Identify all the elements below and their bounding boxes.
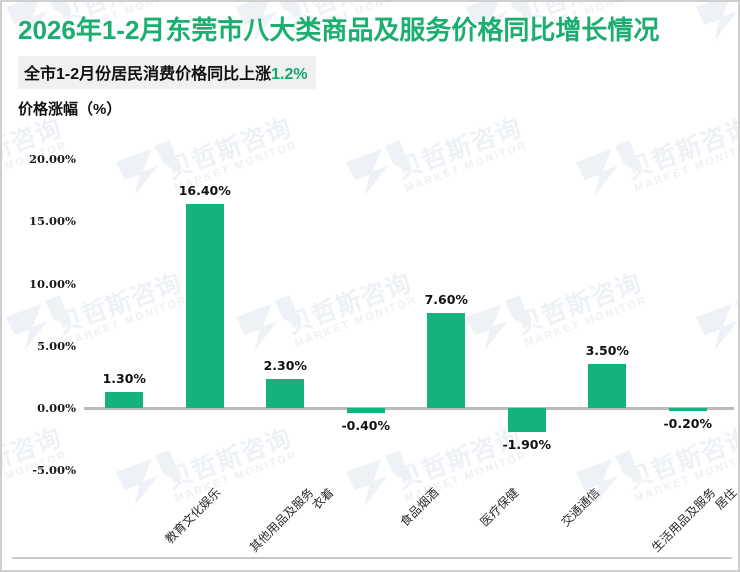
x-axis-category-label: 生活用品及服务: [649, 485, 719, 555]
bar-value-label: -0.20%: [663, 415, 713, 431]
zero-baseline: [84, 407, 734, 410]
y-axis-unit-label: 价格涨幅（%）: [18, 100, 122, 118]
x-axis-category-label: 衣着: [309, 485, 337, 513]
bar-value-label: 16.40%: [178, 182, 231, 198]
y-axis-tick-label: 5.00%: [37, 338, 76, 353]
bar[interactable]: [588, 364, 627, 408]
bar[interactable]: [105, 391, 144, 408]
y-axis-tick-label: 0.00%: [37, 401, 76, 415]
x-axis-category-label: 教育文化娱乐: [162, 485, 224, 547]
subtitle-highlight-value: 1.2%: [271, 65, 308, 83]
bar[interactable]: [507, 408, 546, 432]
bar-value-label: 2.30%: [263, 358, 307, 374]
y-axis-tick-label: 20.00%: [29, 152, 76, 166]
x-axis-category-label: 食品烟酒: [397, 485, 442, 530]
bar-value-label: 1.30%: [102, 370, 146, 386]
x-axis-category-label: 交通通信: [558, 485, 603, 530]
bar[interactable]: [668, 408, 707, 411]
page-title: 2026年1-2月东莞市八大类商品及服务价格同比增长情况: [18, 15, 660, 45]
bar-value-label: 3.50%: [585, 343, 629, 359]
bar-value-label: 7.60%: [424, 292, 468, 308]
chart-header: 2026年1-2月东莞市八大类商品及服务价格同比增长情况 全市1-2月份居民消费…: [2, 2, 738, 119]
x-axis-category-label: 居住: [712, 485, 740, 513]
bar[interactable]: [266, 379, 305, 408]
bottom-rule: [12, 557, 732, 559]
bar[interactable]: [346, 408, 385, 413]
y-axis-tick-label: -5.00%: [32, 463, 76, 478]
y-axis-tick-label: 15.00%: [29, 214, 76, 229]
bar[interactable]: [427, 313, 466, 408]
y-axis-tick-label: 10.00%: [29, 276, 76, 291]
x-axis-category-label: 医疗保健: [477, 485, 522, 530]
subtitle-banner: 全市1-2月份居民消费价格同比上涨1.2%: [18, 55, 316, 89]
bar-value-label: -0.40%: [341, 417, 391, 433]
bar[interactable]: [185, 203, 224, 408]
bar-value-label: -1.90%: [502, 436, 552, 452]
x-axis-category-label: 其他用品及服务: [246, 485, 317, 555]
subtitle-text: 全市1-2月份居民消费价格同比上涨: [24, 65, 272, 83]
